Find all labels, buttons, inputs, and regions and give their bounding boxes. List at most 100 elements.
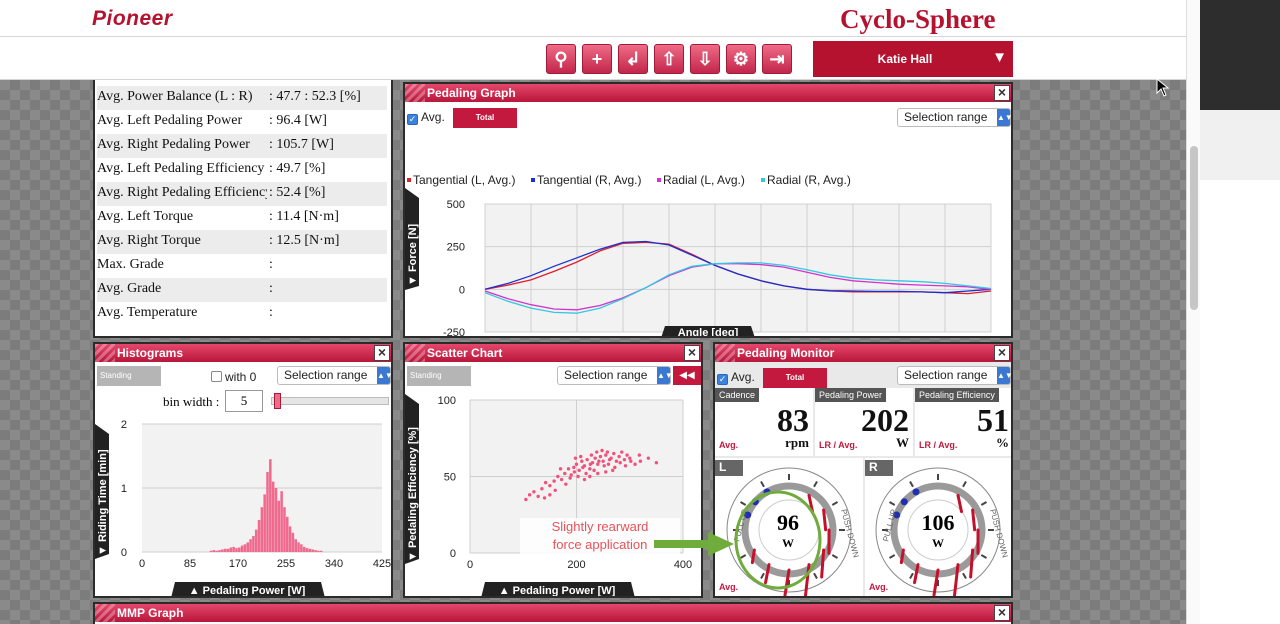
y-tick-label: 2 (121, 419, 127, 431)
histogram-bar (314, 550, 317, 552)
scatter-point (600, 448, 604, 453)
close-icon[interactable]: × (994, 345, 1010, 361)
scatter-point (572, 465, 576, 470)
total-badge[interactable]: Total (453, 108, 517, 128)
y-tick-label: 0 (450, 548, 456, 560)
force-vector (932, 568, 940, 596)
stat-row: Avg. Right Torque: 12.5 [N·m] (97, 230, 387, 254)
scatter-point (618, 461, 622, 465)
legend-entry[interactable]: Tangential (L, Avg.) (413, 173, 516, 187)
stat-value: : (269, 305, 273, 320)
selection-range-select[interactable]: Selection range ▲▼ (277, 366, 391, 385)
with-zero-checkbox[interactable]: with 0 (211, 370, 256, 384)
x-tick-label: 340 (325, 558, 343, 570)
histogram-bar (260, 507, 264, 552)
selection-range-select[interactable]: Selection range ▲▼ (557, 366, 673, 385)
selection-range-select[interactable]: Selection range ▲▼ (897, 366, 1011, 385)
select-value: Selection range (904, 368, 988, 382)
series-line (484, 240, 992, 294)
cadence-value: 83 (777, 402, 809, 438)
user-select[interactable]: Katie Hall ▼ (813, 41, 1013, 77)
scatter-point (573, 456, 578, 460)
panel-header: Histograms × (95, 344, 391, 362)
series-line (484, 263, 992, 311)
right-pedal-gauge: PULL UP PUSH DOWN (875, 467, 1010, 596)
x-tick-label: 330 (982, 337, 1000, 338)
stat-value: : 47.7 : 52.3 [%] (269, 89, 361, 104)
close-icon[interactable]: × (374, 345, 390, 361)
rewind-button[interactable]: ◀◀ (673, 366, 701, 385)
legend-entry[interactable]: Tangential (R, Avg.) (537, 173, 642, 187)
gauge-tick (909, 572, 914, 579)
bin-width-slider[interactable] (271, 393, 389, 409)
x-tick-label: 170 (229, 558, 247, 570)
bike-button[interactable]: ⚲ (546, 44, 576, 74)
force-vector (750, 548, 756, 565)
legend-entry[interactable]: Radial (R, Avg.) (767, 173, 851, 187)
gear-button[interactable]: ⚙ (726, 44, 756, 74)
x-tick-label: 60 (571, 337, 583, 338)
histogram-bar (319, 550, 323, 552)
legend-entry[interactable]: Radial (L, Avg.) (663, 173, 745, 187)
add-button[interactable]: + (582, 44, 612, 74)
chevron-down-icon: ▼ (992, 49, 1007, 66)
force-vector (953, 563, 960, 596)
gauge-tick (980, 501, 987, 506)
pedaling-power-value: 202 (861, 402, 909, 438)
legend-swatch (657, 178, 661, 182)
left-pedal-area: L PULL UP PUSH DOWN 96 W Avg. (715, 458, 863, 596)
scatter-point (581, 465, 585, 470)
scatter-point (577, 468, 581, 473)
bin-width-input[interactable] (225, 390, 263, 412)
avg-checkbox[interactable]: ✓ Avg. (407, 110, 445, 125)
close-icon[interactable]: × (684, 345, 700, 361)
scatter-point (568, 476, 572, 480)
slider-handle[interactable] (274, 393, 282, 409)
total-badge[interactable]: Total (763, 368, 827, 388)
selection-range-select[interactable]: Selection range ▲▼ (897, 108, 1011, 127)
avg-checkbox[interactable]: ✓ Avg. (717, 370, 755, 385)
scatter-point (589, 453, 594, 457)
scatter-point (563, 471, 567, 476)
select-value: Selection range (284, 368, 368, 382)
import-button[interactable]: ↲ (618, 44, 648, 74)
cell-subtitle: Avg. (719, 440, 739, 450)
logout-button[interactable]: ⇥ (762, 44, 792, 74)
x-tick-label: 0 (139, 558, 145, 570)
upload-button[interactable]: ⇧ (654, 44, 684, 74)
scatter-chart-panel: Scatter Chart × Standing Selection range… (403, 342, 703, 598)
download-button[interactable]: ⇩ (690, 44, 720, 74)
scatter-point (602, 464, 606, 468)
x-tick-label: 300 (936, 337, 954, 338)
mouse-cursor-icon (1156, 78, 1170, 97)
standing-badge[interactable]: Standing (407, 366, 471, 386)
add-icon: + (591, 49, 603, 69)
left-power-value: 96 (777, 510, 799, 535)
histogram-bar (283, 507, 286, 552)
side-label-left: L (715, 460, 743, 476)
x-tick-label: 30 (525, 337, 537, 338)
x-tick-label: 90 (617, 337, 629, 338)
standing-badge[interactable]: Standing (97, 366, 161, 386)
x-tick-label: 255 (277, 558, 295, 570)
scatter-point (628, 456, 632, 460)
close-icon[interactable]: × (994, 605, 1010, 621)
histogram-bar (297, 542, 300, 552)
histogram-bar (300, 544, 303, 552)
x-tick-label: 240 (844, 337, 862, 338)
gauge-tick (813, 481, 818, 488)
scatter-point (588, 467, 592, 471)
stat-value: : (269, 257, 273, 272)
scatter-point (592, 468, 596, 473)
scatter-point (611, 468, 615, 473)
scrollbar-thumb[interactable] (1190, 146, 1198, 310)
scatter-point (617, 454, 621, 459)
scatter-point (606, 462, 611, 466)
close-icon[interactable]: × (994, 85, 1010, 101)
vertical-scrollbar[interactable] (1186, 0, 1200, 624)
histogram-bar (229, 547, 233, 552)
stat-value: : 52.4 [%] (269, 185, 326, 200)
scatter-point (625, 453, 629, 457)
cell-title: Pedaling Power (815, 388, 887, 402)
scatter-point (604, 453, 608, 457)
